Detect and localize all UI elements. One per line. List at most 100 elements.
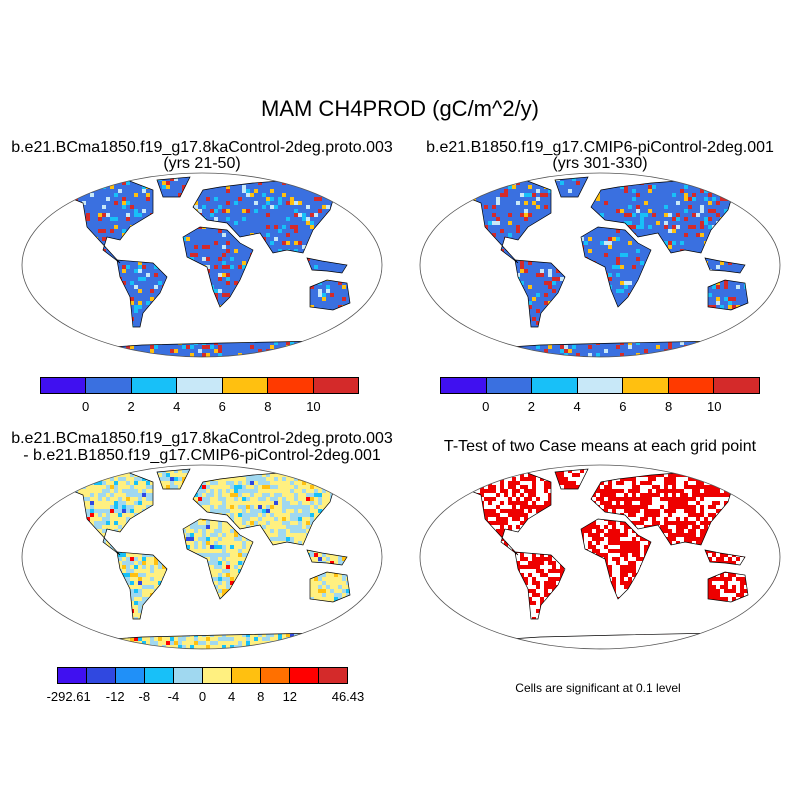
grid-cell	[548, 189, 552, 193]
grid-cell	[290, 333, 294, 337]
grid-cell	[142, 265, 146, 269]
grid-cell	[330, 293, 334, 297]
grid-cell	[246, 525, 250, 529]
grid-cell	[688, 309, 692, 313]
grid-cell	[496, 573, 500, 577]
grid-cell	[82, 521, 86, 525]
grid-cell	[776, 521, 780, 525]
grid-cell	[584, 281, 588, 285]
grid-cell	[186, 565, 190, 569]
grid-cell	[114, 317, 118, 321]
grid-cell	[724, 485, 728, 489]
grid-cell	[114, 541, 118, 545]
coastline	[182, 226, 254, 308]
grid-cell	[468, 577, 472, 581]
grid-cell	[166, 181, 170, 185]
grid-cell	[54, 589, 58, 593]
grid-cell	[150, 345, 154, 349]
grid-cell	[672, 241, 676, 245]
grid-cell	[146, 485, 150, 489]
grid-cell	[222, 253, 226, 257]
grid-cell	[362, 561, 366, 565]
grid-cell	[676, 257, 680, 261]
grid-cell	[652, 245, 656, 249]
grid-cell	[202, 641, 206, 645]
grid-cell	[664, 277, 668, 281]
grid-cell	[250, 577, 254, 581]
grid-cell	[468, 217, 472, 221]
grid-cell	[716, 233, 720, 237]
grid-cell	[366, 237, 370, 241]
grid-cell	[202, 609, 206, 613]
grid-cell	[740, 325, 744, 329]
grid-cell	[222, 557, 226, 561]
grid-cell	[728, 501, 732, 505]
grid-cell	[114, 605, 118, 609]
grid-cell	[608, 509, 612, 513]
grid-cell	[358, 493, 362, 497]
grid-cell	[532, 569, 536, 573]
grid-cell	[58, 593, 62, 597]
grid-cell	[246, 473, 250, 477]
grid-cell	[720, 305, 724, 309]
grid-cell	[724, 497, 728, 501]
grid-cell	[138, 545, 142, 549]
grid-cell	[748, 489, 752, 493]
grid-cell	[242, 217, 246, 221]
grid-cell	[270, 593, 274, 597]
grid-cell	[588, 249, 592, 253]
grid-cell	[524, 313, 528, 317]
grid-cell	[342, 285, 346, 289]
grid-cell	[468, 545, 472, 549]
grid-cell	[82, 537, 86, 541]
grid-cell	[504, 285, 508, 289]
grid-cell	[246, 585, 250, 589]
grid-cell	[696, 561, 700, 565]
grid-cell	[680, 189, 684, 193]
grid-cell	[278, 641, 282, 645]
grid-cell	[704, 333, 708, 337]
grid-cell	[226, 569, 230, 573]
grid-cell	[118, 477, 122, 481]
grid-cell	[524, 553, 528, 557]
grid-cell	[82, 301, 86, 305]
grid-cell	[484, 577, 488, 581]
grid-cell	[238, 629, 242, 633]
grid-cell	[776, 509, 780, 513]
grid-cell	[700, 221, 704, 225]
grid-cell	[170, 541, 174, 545]
grid-cell	[528, 261, 532, 265]
grid-cell	[246, 189, 250, 193]
grid-cell	[130, 509, 134, 513]
grid-cell	[246, 241, 250, 245]
grid-cell	[286, 249, 290, 253]
grid-cell	[326, 565, 330, 569]
coastline	[182, 518, 254, 600]
grid-cell	[174, 533, 178, 537]
grid-cell	[680, 509, 684, 513]
grid-cell	[274, 569, 278, 573]
grid-cell	[756, 325, 760, 329]
grid-cell	[130, 581, 134, 585]
grid-cell	[748, 329, 752, 333]
grid-cell	[26, 637, 30, 641]
grid-cell	[464, 565, 468, 569]
grid-cell	[22, 205, 26, 209]
grid-cell	[728, 317, 732, 321]
grid-cell	[250, 493, 254, 497]
grid-cell	[50, 641, 54, 645]
grid-cell	[568, 577, 572, 581]
grid-cell	[366, 645, 370, 649]
grid-cell	[476, 253, 480, 257]
grid-cell	[620, 185, 624, 189]
grid-cell	[720, 189, 724, 193]
grid-cell	[378, 517, 382, 521]
grid-cell	[278, 633, 282, 637]
grid-cell	[330, 589, 334, 593]
grid-cell	[230, 593, 234, 597]
grid-cell	[290, 637, 294, 641]
grid-cell	[560, 349, 564, 353]
grid-cell	[118, 513, 122, 517]
grid-cell	[70, 613, 74, 617]
grid-cell	[218, 353, 222, 357]
